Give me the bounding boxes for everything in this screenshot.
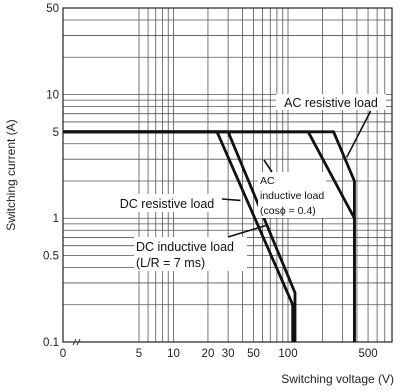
leader-line	[345, 110, 372, 158]
y-axis-title: Switching current (A)	[4, 119, 18, 230]
label-background	[134, 237, 247, 271]
x-tick-label: 5	[136, 348, 142, 360]
y-tick-label: 10	[46, 89, 59, 101]
x-axis-title: Switching voltage (V)	[281, 372, 394, 386]
annotation-dc-inductive-2: (L/R = 7 ms)	[136, 256, 205, 270]
series-line-4	[63, 130, 295, 342]
x-tick-label: 500	[358, 348, 377, 360]
x-tick-label: 0	[60, 348, 66, 360]
annotation-dc-inductive-1: DC inductive load	[136, 240, 234, 254]
series-line-2	[63, 130, 356, 342]
x-tick-label: 10	[167, 348, 180, 360]
y-tick-label: 0.1	[43, 337, 59, 349]
series-line-3	[63, 130, 297, 342]
label-background	[112, 194, 222, 212]
y-tick-label: 5	[53, 127, 59, 139]
plot-frame	[62, 7, 393, 343]
label-background	[258, 172, 326, 218]
y-tick-label: 50	[46, 3, 59, 15]
axis-break-mark	[76, 338, 81, 346]
label-background	[276, 94, 386, 110]
x-tick-label: 20	[202, 348, 215, 360]
y-tick-label: 1	[53, 213, 59, 225]
annotation-dc-resistive: DC resistive load	[120, 197, 215, 211]
leader-line	[263, 159, 273, 173]
annotation-ac-inductive-1: AC	[260, 175, 275, 187]
series-line-1	[63, 130, 356, 342]
annotation-ac-inductive-3: (cosϕ = 0.4)	[260, 205, 316, 217]
annotation-ac-inductive-2: inductive load	[260, 190, 324, 202]
leader-line	[221, 198, 241, 202]
x-tick-label: 100	[278, 348, 297, 360]
annotation-ac-resistive: AC resistive load	[284, 96, 378, 110]
y-tick-label: 0.5	[43, 251, 59, 263]
leader-line	[227, 224, 266, 238]
x-tick-label: 50	[247, 348, 260, 360]
axis-break-mark	[72, 338, 77, 346]
x-tick-label: 30	[222, 348, 235, 360]
